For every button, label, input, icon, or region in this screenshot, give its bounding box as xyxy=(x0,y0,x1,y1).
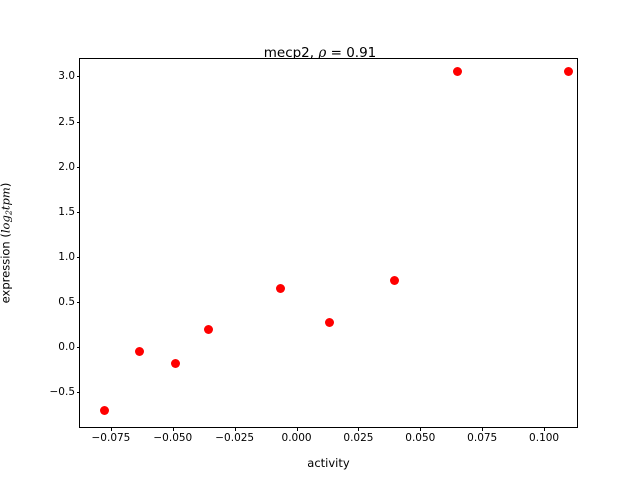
rho-symbol: ρ xyxy=(318,45,327,61)
x-tick-label: 0.025 xyxy=(343,432,374,444)
y-tick-mark xyxy=(76,302,80,304)
y-tick-label: −0.5 xyxy=(49,386,76,399)
x-tick-mark xyxy=(420,427,422,431)
y-tick-mark xyxy=(76,166,80,168)
title-gene-prefix: mecp2, xyxy=(263,45,319,61)
scatter-point xyxy=(203,324,213,334)
scatter-point xyxy=(275,283,285,293)
scatter-point xyxy=(100,405,110,415)
x-tick-mark xyxy=(544,427,546,431)
y-tick-label: 2.5 xyxy=(58,115,75,128)
y-tick-label: 1.0 xyxy=(58,250,75,263)
x-tick-label: −0.075 xyxy=(91,432,131,444)
y-tick-label: 1.5 xyxy=(58,205,75,218)
ylabel-log: log xyxy=(0,215,13,234)
x-tick-mark xyxy=(110,427,112,431)
ylabel-suffix: ) xyxy=(0,182,13,188)
ylabel-tpm: tpm xyxy=(0,187,13,211)
scatter-point xyxy=(564,66,574,76)
y-tick-label: 2.0 xyxy=(58,160,75,173)
scatter-point xyxy=(170,358,180,368)
x-tick-mark xyxy=(482,427,484,431)
y-tick-label: 0.5 xyxy=(58,296,75,309)
x-tick-label: 0.000 xyxy=(281,432,312,444)
x-tick-label: 0.075 xyxy=(467,432,498,444)
y-tick-label: 3.0 xyxy=(58,70,75,83)
y-axis-label: expression (log2tpm) xyxy=(0,183,13,304)
x-tick-label: −0.050 xyxy=(153,432,193,444)
x-tick-label: 0.100 xyxy=(529,432,560,444)
x-tick-mark xyxy=(234,427,236,431)
y-tick-mark xyxy=(76,256,80,258)
y-tick-mark xyxy=(76,347,80,349)
scatter-point xyxy=(325,318,335,328)
y-tick-label: 0.0 xyxy=(58,341,75,354)
x-tick-label: −0.025 xyxy=(215,432,255,444)
title-line-1: mecp2, ρ = 0.91 xyxy=(0,44,640,62)
y-tick-mark xyxy=(76,76,80,78)
ylabel-subscript: 2 xyxy=(4,210,14,216)
ylabel-prefix: expression ( xyxy=(0,233,13,304)
scatter-point xyxy=(390,275,400,285)
x-axis-label: activity xyxy=(307,456,350,470)
x-tick-mark xyxy=(358,427,360,431)
y-tick-mark xyxy=(76,392,80,394)
title-rho-value: = 0.91 xyxy=(326,45,377,61)
x-tick-mark xyxy=(172,427,174,431)
x-tick-label: 0.050 xyxy=(405,432,436,444)
scatter-point xyxy=(135,347,145,357)
plot-axes: −0.075 −0.050 −0.025 0.000 0.025 0.050 0.075 0.… xyxy=(50,58,578,444)
plot-area xyxy=(80,59,577,427)
y-tick-mark xyxy=(76,121,80,123)
y-tick-mark xyxy=(76,211,80,213)
x-tick-mark xyxy=(296,427,298,431)
scatter-point xyxy=(453,67,463,77)
